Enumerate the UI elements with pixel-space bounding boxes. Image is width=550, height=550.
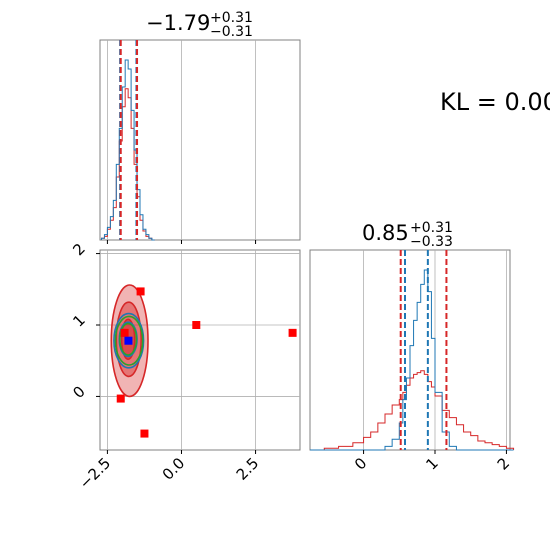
contour-green bbox=[114, 315, 144, 366]
tick-label-x-param1: −2.5 bbox=[76, 454, 114, 492]
panel-top-left-frame bbox=[99, 39, 301, 241]
truth-marker bbox=[124, 336, 133, 345]
tick-label-x-param2: 2 bbox=[494, 454, 513, 473]
hist-layer bbox=[100, 59, 515, 451]
hist-param1-blue bbox=[100, 59, 155, 241]
red-square-marker bbox=[288, 328, 297, 337]
tick-label-y-param2: 1 bbox=[69, 311, 88, 330]
tick-label-x-param2: 1 bbox=[422, 454, 441, 473]
red-square-marker bbox=[192, 321, 201, 329]
red-square-marker bbox=[116, 394, 125, 403]
title-param-1-median: −1.79 bbox=[146, 11, 210, 35]
title-param-2-minus: −0.33 bbox=[410, 234, 453, 250]
marker-layer bbox=[116, 287, 297, 438]
contour-green bbox=[119, 322, 138, 356]
red-square-marker bbox=[136, 287, 145, 296]
tick-label-y-param2: 0 bbox=[69, 383, 88, 402]
title-param-2: 0.85 +0.31 −0.33 bbox=[362, 220, 453, 250]
tick-label-x-param1: 0.0 bbox=[159, 454, 189, 484]
tick-label-x-param2: 0 bbox=[351, 454, 370, 473]
hist-param2-red bbox=[310, 370, 515, 451]
title-param-1: −1.79 +0.31 −0.31 bbox=[146, 10, 253, 40]
tick-label-y-param2: 2 bbox=[69, 240, 88, 259]
contour-blue bbox=[113, 312, 145, 369]
red-square-marker bbox=[120, 328, 129, 337]
title-param-1-plus: +0.31 bbox=[210, 10, 253, 26]
title-param-2-median: 0.85 bbox=[362, 221, 409, 245]
contour-layer bbox=[110, 284, 149, 398]
kl-divergence-label: KL = 0.00 bbox=[440, 88, 550, 116]
tick-label-x-param1: 2.5 bbox=[233, 454, 263, 484]
title-param-1-minus: −0.31 bbox=[210, 24, 253, 40]
red-square-marker bbox=[140, 429, 149, 438]
quantile-line-layer bbox=[119, 40, 448, 450]
title-param-2-plus: +0.31 bbox=[410, 220, 453, 236]
hist-param2-blue bbox=[310, 269, 514, 451]
